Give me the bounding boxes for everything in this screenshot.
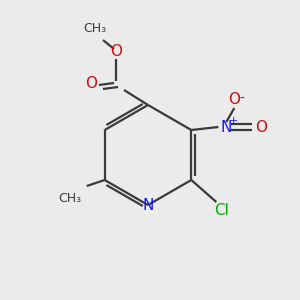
Text: O: O bbox=[110, 44, 122, 59]
Text: O: O bbox=[85, 76, 97, 91]
Text: N: N bbox=[142, 197, 154, 212]
Text: O: O bbox=[228, 92, 240, 106]
Text: CH₃: CH₃ bbox=[83, 22, 106, 35]
Text: +: + bbox=[229, 116, 238, 126]
Text: -: - bbox=[240, 92, 245, 106]
Text: Cl: Cl bbox=[214, 202, 229, 217]
Text: N: N bbox=[220, 119, 232, 134]
Text: CH₃: CH₃ bbox=[58, 191, 81, 205]
Text: O: O bbox=[255, 119, 267, 134]
